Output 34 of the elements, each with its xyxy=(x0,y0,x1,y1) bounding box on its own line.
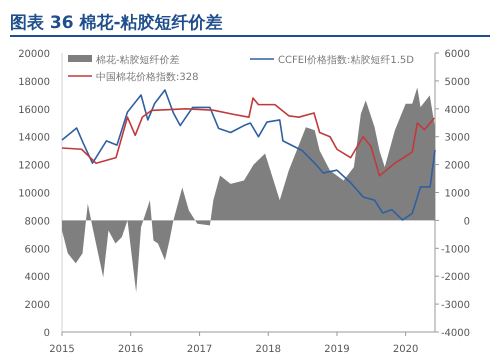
y2-tick-label: -2000 xyxy=(440,272,470,284)
y-tick-label: 20000 xyxy=(18,49,50,60)
y2-tick-label: 6000 xyxy=(444,49,470,60)
legend-label: 棉花-粘胶短纤价差 xyxy=(96,54,180,66)
x-tick-label: 2019 xyxy=(324,344,350,355)
y2-tick-label: 3000 xyxy=(444,132,470,144)
y2-tick-label: -4000 xyxy=(440,328,470,339)
legend-label: 中国棉花价格指数:328 xyxy=(96,71,198,83)
y-tick-label: 18000 xyxy=(18,76,50,88)
legend-label: CCFEI价格指数:粘胶短纤1.5D xyxy=(278,54,414,66)
y-tick-label: 12000 xyxy=(18,160,50,172)
line-series xyxy=(61,97,436,177)
y2-tick-label: 0 xyxy=(464,216,470,228)
x-tick-label: 2020 xyxy=(392,344,418,355)
chart-title: 图表 36 棉花-粘胶短纤价差 xyxy=(10,13,223,33)
y2-tick-label: 2000 xyxy=(444,160,470,172)
y-tick-label: 0 xyxy=(44,328,50,339)
y-tick-label: 8000 xyxy=(24,216,50,228)
y-tick-label: 14000 xyxy=(18,132,50,144)
y2-tick-label: -3000 xyxy=(440,300,470,312)
y2-tick-label: 5000 xyxy=(444,76,470,88)
y-tick-label: 2000 xyxy=(24,300,50,312)
x-tick-label: 2018 xyxy=(256,344,281,355)
y-tick-label: 4000 xyxy=(24,272,50,284)
line-series xyxy=(61,89,436,221)
y-tick-label: 6000 xyxy=(24,244,50,256)
y-tick-label: 16000 xyxy=(18,104,50,116)
y-tick-label: 10000 xyxy=(18,188,50,200)
y2-tick-label: 1000 xyxy=(444,188,470,200)
x-tick-label: 2015 xyxy=(49,344,75,355)
x-tick-label: 2017 xyxy=(186,344,212,355)
y2-tick-label: 4000 xyxy=(444,104,470,116)
y2-tick-label: -1000 xyxy=(440,244,470,256)
x-tick-label: 2016 xyxy=(118,344,144,355)
